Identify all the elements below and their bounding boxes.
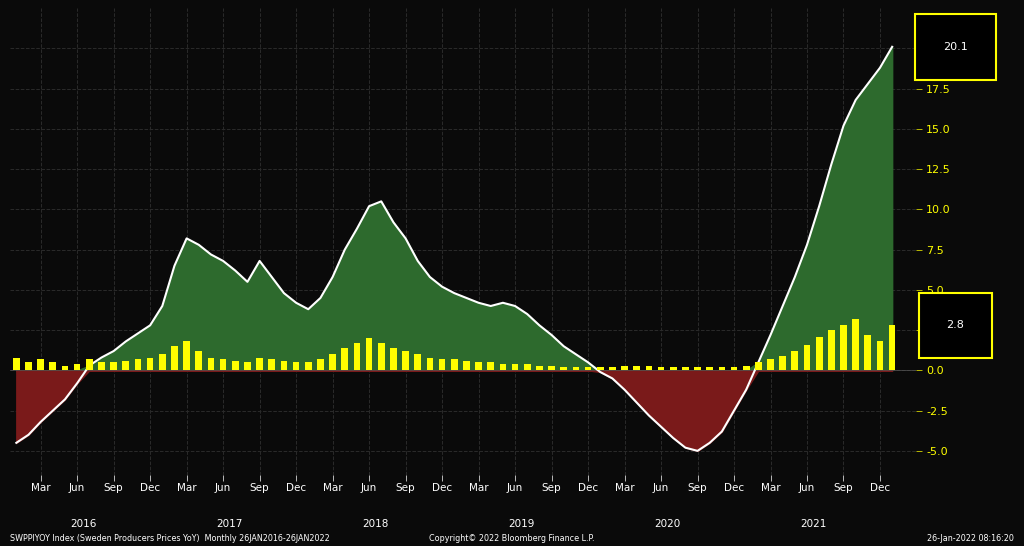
Bar	[512, 364, 518, 370]
Bar	[49, 363, 56, 370]
Bar	[281, 361, 288, 370]
Text: 2.8: 2.8	[946, 321, 965, 330]
Bar	[645, 366, 652, 370]
Bar	[657, 367, 665, 370]
Text: 26-Jan-2022 08:16:20: 26-Jan-2022 08:16:20	[927, 535, 1014, 543]
Bar	[877, 341, 884, 370]
Bar	[37, 359, 44, 370]
Bar	[707, 367, 713, 370]
Bar	[682, 367, 689, 370]
Bar	[852, 319, 859, 370]
Bar	[731, 367, 737, 370]
Bar	[816, 336, 822, 370]
Text: 20.1: 20.1	[943, 42, 968, 52]
Bar	[828, 330, 835, 370]
Bar	[415, 354, 421, 370]
Text: 2021: 2021	[800, 519, 826, 530]
Bar	[13, 358, 19, 370]
Bar	[622, 366, 628, 370]
Text: 2019: 2019	[508, 519, 535, 530]
Bar	[366, 338, 373, 370]
Bar	[123, 361, 129, 370]
Bar	[438, 359, 445, 370]
Bar	[500, 364, 506, 370]
Bar	[524, 364, 530, 370]
Bar	[597, 367, 603, 370]
Text: 2020: 2020	[654, 519, 680, 530]
Bar	[864, 335, 871, 370]
Bar	[609, 367, 615, 370]
Bar	[86, 359, 92, 370]
Bar	[244, 363, 251, 370]
Bar	[548, 366, 555, 370]
Bar	[341, 348, 348, 370]
Bar	[196, 351, 202, 370]
Bar	[231, 361, 239, 370]
Bar	[268, 359, 275, 370]
Bar	[694, 367, 700, 370]
Bar	[475, 363, 482, 370]
Bar	[330, 354, 336, 370]
Bar	[183, 341, 190, 370]
Bar	[427, 358, 433, 370]
Bar	[463, 361, 470, 370]
Bar	[840, 325, 847, 370]
Bar	[719, 367, 725, 370]
Bar	[755, 363, 762, 370]
Bar	[159, 354, 166, 370]
Bar	[134, 359, 141, 370]
Bar	[293, 363, 299, 370]
Bar	[353, 343, 360, 370]
Bar	[779, 356, 786, 370]
Bar	[742, 366, 750, 370]
Bar	[536, 366, 543, 370]
Bar	[804, 345, 810, 370]
Bar	[220, 359, 226, 370]
Bar	[98, 363, 104, 370]
Bar	[487, 363, 494, 370]
Text: Copyright© 2022 Bloomberg Finance L.P.: Copyright© 2022 Bloomberg Finance L.P.	[429, 535, 595, 543]
Bar	[208, 358, 214, 370]
Bar	[305, 363, 311, 370]
Bar	[560, 367, 567, 370]
Bar	[451, 359, 458, 370]
Bar	[792, 351, 798, 370]
Bar	[889, 325, 896, 370]
Bar	[767, 359, 774, 370]
Text: 2017: 2017	[216, 519, 243, 530]
Bar	[378, 343, 385, 370]
Text: 2016: 2016	[70, 519, 96, 530]
Bar	[317, 359, 324, 370]
Text: SWPPIYOY Index (Sweden Producers Prices YoY)  Monthly 26JAN2016-26JAN2022: SWPPIYOY Index (Sweden Producers Prices …	[10, 535, 330, 543]
Bar	[390, 348, 396, 370]
Bar	[585, 367, 592, 370]
Bar	[256, 358, 263, 370]
Bar	[634, 366, 640, 370]
Bar	[74, 364, 81, 370]
Bar	[146, 358, 154, 370]
Bar	[572, 367, 580, 370]
Text: 2018: 2018	[361, 519, 388, 530]
Bar	[171, 346, 178, 370]
Bar	[670, 367, 677, 370]
Bar	[26, 363, 32, 370]
Bar	[61, 366, 69, 370]
Bar	[402, 351, 409, 370]
Bar	[111, 363, 117, 370]
